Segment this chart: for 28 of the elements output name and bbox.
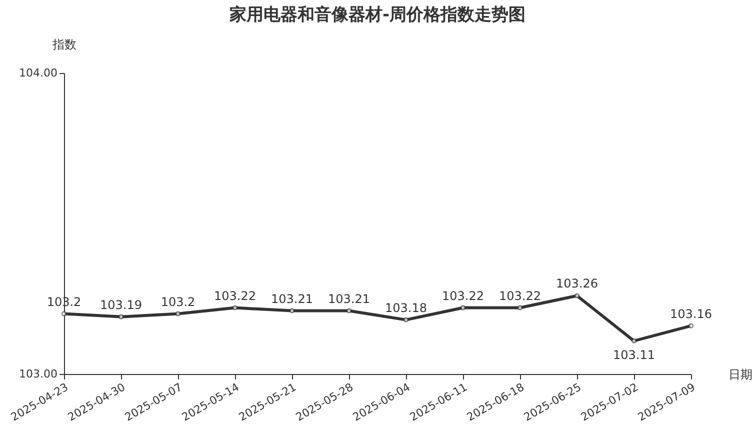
point — [688, 323, 694, 328]
point — [518, 305, 522, 310]
point — [460, 305, 466, 310]
data-label: 103.26 — [556, 276, 598, 291]
data-label: 103.18 — [385, 300, 427, 315]
point — [62, 311, 66, 316]
data-label: 103.16 — [670, 306, 712, 321]
data-label: 103.21 — [271, 292, 313, 306]
point — [118, 314, 124, 320]
y-axis-title: 指数 — [52, 38, 76, 52]
y-tick-label: 103.00 — [19, 368, 58, 380]
point — [232, 305, 238, 310]
x-axis-title: 日期 — [728, 368, 752, 382]
data-label: 103.22 — [214, 288, 256, 303]
data-label: 103.22 — [442, 288, 484, 303]
y-tick-label: 104.00 — [19, 66, 58, 80]
point — [574, 293, 580, 298]
data-label: 103.11 — [613, 348, 655, 362]
point — [632, 338, 636, 344]
point — [176, 311, 180, 316]
point — [346, 308, 352, 314]
data-label: 103.2 — [160, 294, 196, 309]
data-label: 103.21 — [328, 292, 370, 306]
point — [290, 308, 294, 314]
data-label: 103.22 — [499, 288, 541, 303]
chart-title: 家用电器和音像器材-周价格指数走势图 — [228, 5, 526, 25]
point — [404, 317, 408, 322]
data-label: 103.19 — [100, 298, 142, 312]
